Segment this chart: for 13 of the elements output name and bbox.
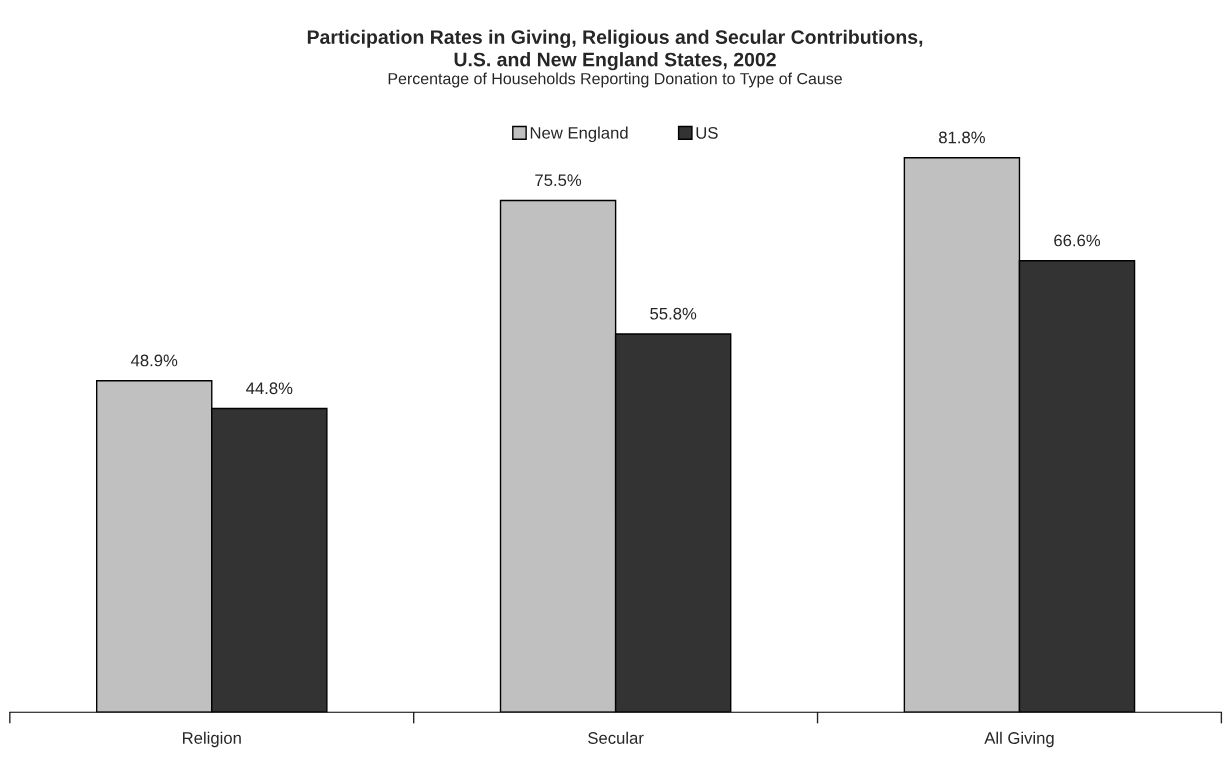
legend-label: US	[696, 126, 718, 139]
data-label: 75.5%	[535, 174, 582, 187]
data-label: 48.9%	[130, 354, 178, 367]
x-tick-label: All Giving	[984, 731, 1054, 748]
x-tick-label: Religion	[183, 731, 241, 748]
chart-title: Participation Rates in Giving, Religious and Secular Contributions, U.S. and New England States, 2002	[307, 29, 923, 71]
data-label: 66.6%	[1054, 234, 1101, 247]
data-label: 55.8%	[650, 307, 697, 320]
x-tick-label: Secular	[588, 731, 644, 744]
legend-label: New England	[530, 126, 628, 143]
data-label: 81.8%	[939, 131, 985, 144]
chart-subtitle: Percentage of Households Reporting Donation to Type of Cause	[388, 72, 842, 88]
data-label: 44.8%	[246, 382, 293, 395]
